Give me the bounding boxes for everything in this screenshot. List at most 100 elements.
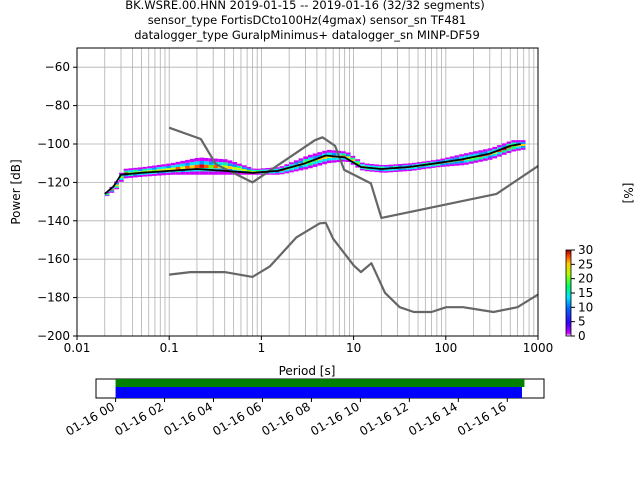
density-cell — [440, 158, 446, 161]
colorbar-gradient — [565, 249, 572, 337]
density-cell — [227, 171, 233, 175]
density-cell — [208, 164, 214, 169]
density-cell — [416, 163, 422, 166]
density-cell — [303, 166, 309, 170]
density-cell — [114, 186, 119, 188]
density-cell — [464, 160, 469, 163]
density-cell — [478, 157, 483, 160]
density-cell — [412, 167, 417, 169]
density-cell — [388, 170, 394, 173]
density-cell — [364, 165, 370, 167]
density-cell — [374, 165, 379, 168]
density-cell — [492, 149, 498, 152]
grid-lines — [76, 48, 538, 337]
density-cell — [407, 169, 413, 172]
density-cell — [185, 171, 190, 175]
density-cell — [440, 163, 446, 166]
density-cell — [440, 160, 446, 162]
density-cell — [421, 167, 427, 170]
density-cell — [227, 163, 233, 167]
density-cell — [123, 174, 129, 177]
density-cell — [185, 162, 190, 166]
density-cell — [213, 158, 219, 162]
y-tick-label: −140 — [37, 214, 70, 228]
density-cell — [473, 153, 479, 156]
timeline-bar — [115, 379, 525, 387]
density-cell — [487, 157, 493, 160]
density-cell — [326, 160, 332, 164]
density-cell — [336, 157, 342, 160]
density-cell — [289, 168, 294, 171]
density-cell — [251, 168, 257, 170]
density-cell — [449, 162, 455, 165]
density-cell — [293, 169, 299, 172]
density-cell — [284, 171, 290, 174]
density-cell — [194, 161, 200, 165]
density-cell — [123, 176, 129, 179]
density-cell — [237, 168, 242, 171]
density-cell — [506, 148, 512, 151]
density-cell — [194, 171, 200, 175]
density-cell — [308, 165, 313, 169]
colorbar-tick-label: 30 — [578, 243, 593, 257]
density-cell — [506, 141, 512, 144]
density-cell — [170, 162, 176, 166]
density-cell — [506, 150, 512, 154]
density-cell — [133, 173, 138, 176]
density-cell — [326, 152, 332, 156]
y-tick-label: −60 — [45, 60, 70, 74]
density-cell — [204, 164, 209, 169]
density-cell — [241, 165, 247, 168]
density-cell — [147, 170, 153, 173]
density-cell — [454, 161, 460, 164]
density-cell — [152, 169, 157, 172]
density-cell — [435, 165, 441, 168]
density-cell — [118, 179, 124, 182]
timeline-tick-label: 01-16 06 — [210, 399, 264, 438]
density-cell — [426, 162, 431, 164]
density-cell — [279, 171, 285, 173]
density-cell — [482, 149, 488, 152]
density-cell — [322, 153, 327, 157]
density-cell — [218, 162, 223, 166]
density-cell — [520, 140, 526, 143]
noise-model-upper-line — [168, 126, 538, 219]
timeline-tick-label: 01-16 02 — [112, 399, 166, 438]
density-cell — [118, 172, 124, 175]
density-cell — [251, 171, 257, 173]
density-cell — [293, 166, 299, 170]
title-line-1: BK.WSRE.00.HNN 2019-01-15 -- 2019-01-16 … — [125, 0, 485, 12]
density-cell — [374, 164, 379, 166]
density-cell — [345, 152, 351, 155]
density-cell — [478, 150, 483, 153]
density-cell — [383, 169, 389, 172]
density-cell — [360, 168, 365, 171]
density-cell — [118, 178, 124, 180]
density-cell — [289, 164, 294, 167]
density-cell — [104, 193, 110, 195]
density-cell — [293, 160, 299, 163]
density-cell — [137, 173, 143, 176]
density-cell — [166, 163, 171, 166]
density-cell — [322, 161, 327, 165]
density-cell — [298, 160, 304, 164]
density-cell — [388, 166, 394, 168]
density-cell — [104, 192, 110, 194]
title-line-2: sensor_type FortisDCto100Hz(4gmax) senso… — [148, 13, 467, 27]
density-cell — [156, 173, 162, 176]
colorbar-tick-label: 10 — [578, 300, 593, 314]
density-cell — [256, 168, 261, 170]
density-cell — [142, 168, 148, 171]
density-cell — [256, 173, 261, 175]
colorbar-tick-label: 0 — [578, 329, 586, 343]
density-cell — [185, 165, 190, 169]
density-cell — [109, 189, 115, 191]
density-cell — [364, 163, 370, 166]
density-cell — [189, 158, 195, 163]
density-cell — [501, 145, 507, 148]
density-cell — [497, 154, 502, 157]
density-cell — [199, 161, 205, 165]
density-cell — [355, 162, 361, 165]
